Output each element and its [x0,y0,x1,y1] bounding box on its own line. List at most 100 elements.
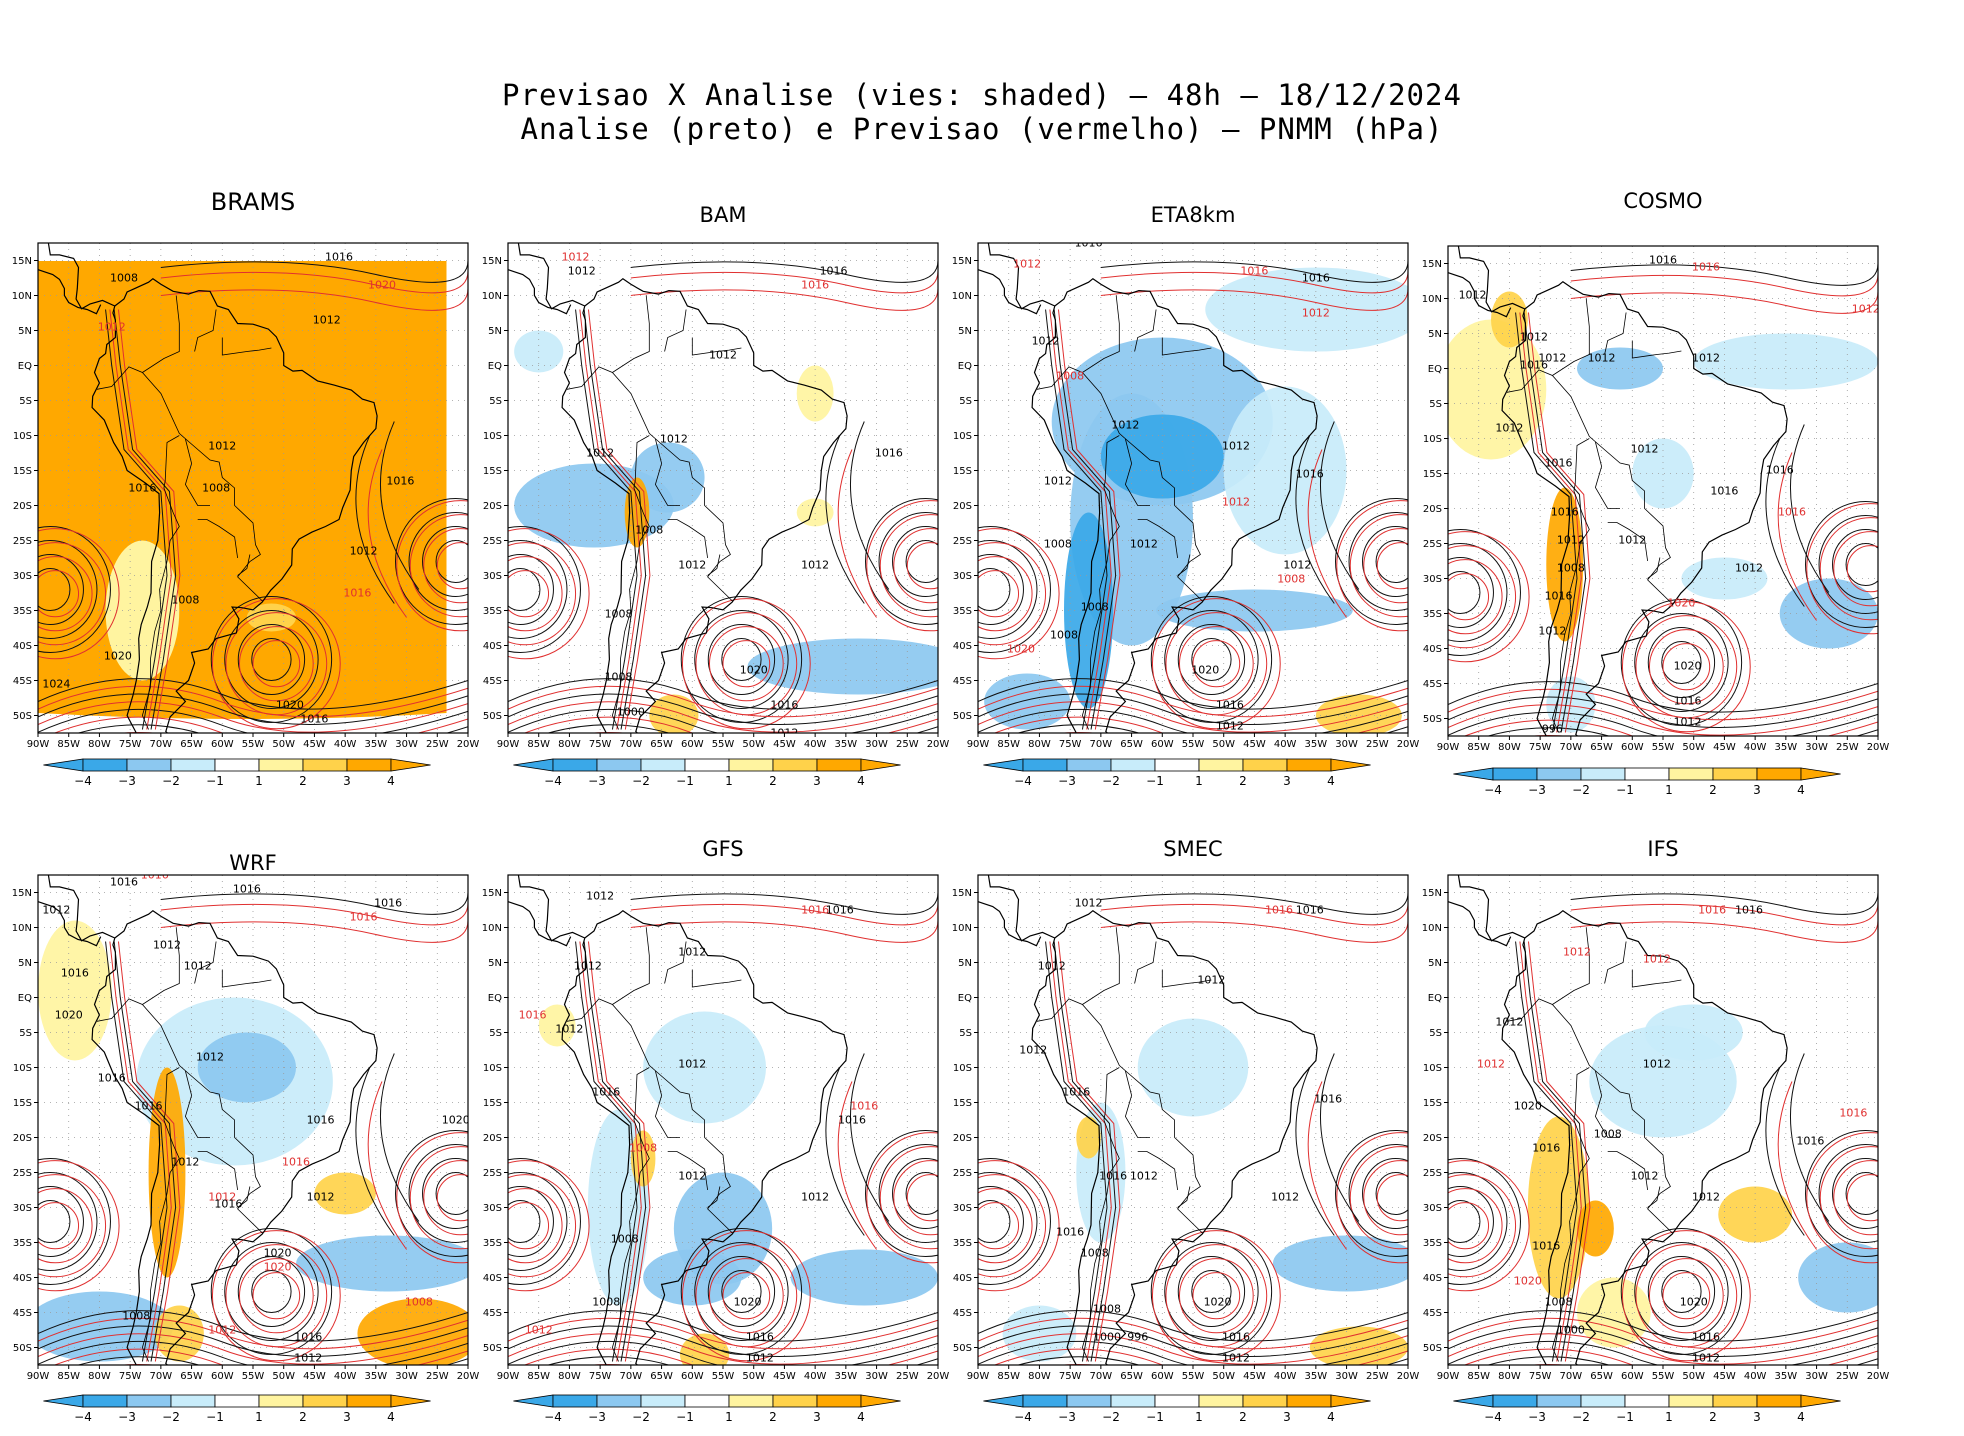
contour-label: 1016 [343,587,371,600]
lon-label: 40W [1744,1371,1767,1382]
forecast-isobar [117,941,181,1362]
contour-label: 1012 [1643,1058,1671,1071]
colorbar-tick-label: −3 [1058,1410,1076,1424]
lon-label: 55W [1652,1371,1675,1382]
forecast-isobar [1349,1146,1408,1250]
lon-label: 80W [88,739,111,750]
lat-label: 10S [953,1063,972,1074]
analysis-isobar [978,1200,1011,1243]
country-border [611,1119,650,1362]
lat-label: 5S [959,1028,972,1039]
lon-label: 25W [896,1371,919,1382]
lat-label: 35S [13,606,32,617]
colorbar-segment [1492,1394,1538,1408]
lat-label: 15N [1422,259,1442,270]
colorbar-tick-label: −1 [1146,1410,1164,1424]
lon-label: 35W [365,739,388,750]
lat-label: 35S [953,1238,972,1249]
forecast-isobar [837,1081,877,1250]
lon-label: 70W [150,1371,173,1382]
lat-label: 5N [958,326,972,337]
colorbar: −4 −3 −2 −1 1 2 3 4 [983,758,1371,788]
lon-label: 90W [967,739,990,750]
lat-label: 40S [13,641,32,652]
colorbar-arrow-right [1800,767,1841,781]
lon-label: 50W [1212,1371,1235,1382]
lat-label: 45S [953,676,972,687]
colorbar-segment [728,758,774,772]
lon-label: 40W [334,1371,357,1382]
forecast-isobar [436,1174,468,1222]
analysis-isobar [355,1067,395,1236]
analysis-isobar [1053,309,1117,730]
lon-label: 35W [365,1371,388,1382]
country-border [184,1070,210,1138]
contour-label: 1008 [122,1310,150,1323]
lat-label: 35S [13,1238,32,1249]
lon-label: 85W [1467,1371,1490,1382]
analysis-isobar [76,1356,468,1365]
country-border [142,295,180,373]
lat-label: 40S [1423,1273,1442,1284]
lon-label: 85W [527,1371,550,1382]
country-border [667,1151,708,1191]
contour-label: 1016 [875,447,903,460]
contour-label: 1008 [1594,1128,1622,1141]
lat-label: 20S [953,1133,972,1144]
lat-label: 30S [483,1203,502,1214]
forecast-isobar [396,1132,468,1264]
forecast-isobar [160,920,468,943]
lon-label: 20W [1397,739,1420,750]
analysis-isobar [1191,638,1232,681]
analysis-isobar [1375,540,1408,583]
lon-label: 90W [1437,742,1460,753]
analysis-isobar [1448,571,1481,614]
forecast-isobar [252,1272,301,1320]
analysis-isobar [1191,1270,1232,1313]
lon-label: 60W [681,1371,704,1382]
colorbar-segment [302,758,348,772]
contour-label: 1016 [1551,506,1579,519]
colorbar-tick-label: −3 [1528,783,1546,797]
analysis-isobar [113,309,177,730]
analysis-isobar [1634,613,1729,712]
colorbar-segment [1110,758,1156,772]
forecast-isobar [906,542,938,590]
country-border [141,487,180,730]
colorbar-segment [1242,758,1288,772]
forecast-isobar [160,902,468,926]
lat-label: 50S [953,1343,972,1354]
bias-patch [296,1235,468,1292]
colorbar-tick-label: 2 [299,774,307,788]
contour-label: 1016 [1314,1093,1342,1106]
contour-label: 1016 [1735,904,1763,917]
analysis-isobar [76,724,468,733]
country-border [1103,1067,1120,1121]
contour-label: 1016 [1222,1331,1250,1344]
lon-label: 80W [1498,742,1521,753]
country-border [707,1186,721,1208]
lon-label: 20W [1867,1371,1890,1382]
forecast-isobar [1621,1230,1751,1362]
bias-patch [1448,319,1547,460]
lat-label: 5S [1429,399,1442,410]
forecast-isobar [1806,1132,1878,1264]
lat-label: 30S [1423,574,1442,585]
analysis-isobar [508,540,568,639]
analysis-isobar [395,498,468,625]
analysis-isobar [113,941,177,1362]
colorbar-segment [772,758,818,772]
analysis-isobar [892,526,938,597]
title-line-2: Analise (preto) e Previsao (vermelho) – … [520,112,1444,146]
contour-label: 1012 [1692,1191,1720,1204]
lat-label: 30S [13,1203,32,1214]
colorbar-segment [552,758,598,772]
forecast-isobar [1057,309,1121,730]
analysis-isobar [508,554,554,625]
panel-title: SMEC [1163,837,1222,861]
forecast-isobar [1057,941,1121,1362]
forecast-isobar [978,701,1408,733]
contour-label: 1016 [1532,1240,1560,1253]
lat-label: 20S [13,1133,32,1144]
